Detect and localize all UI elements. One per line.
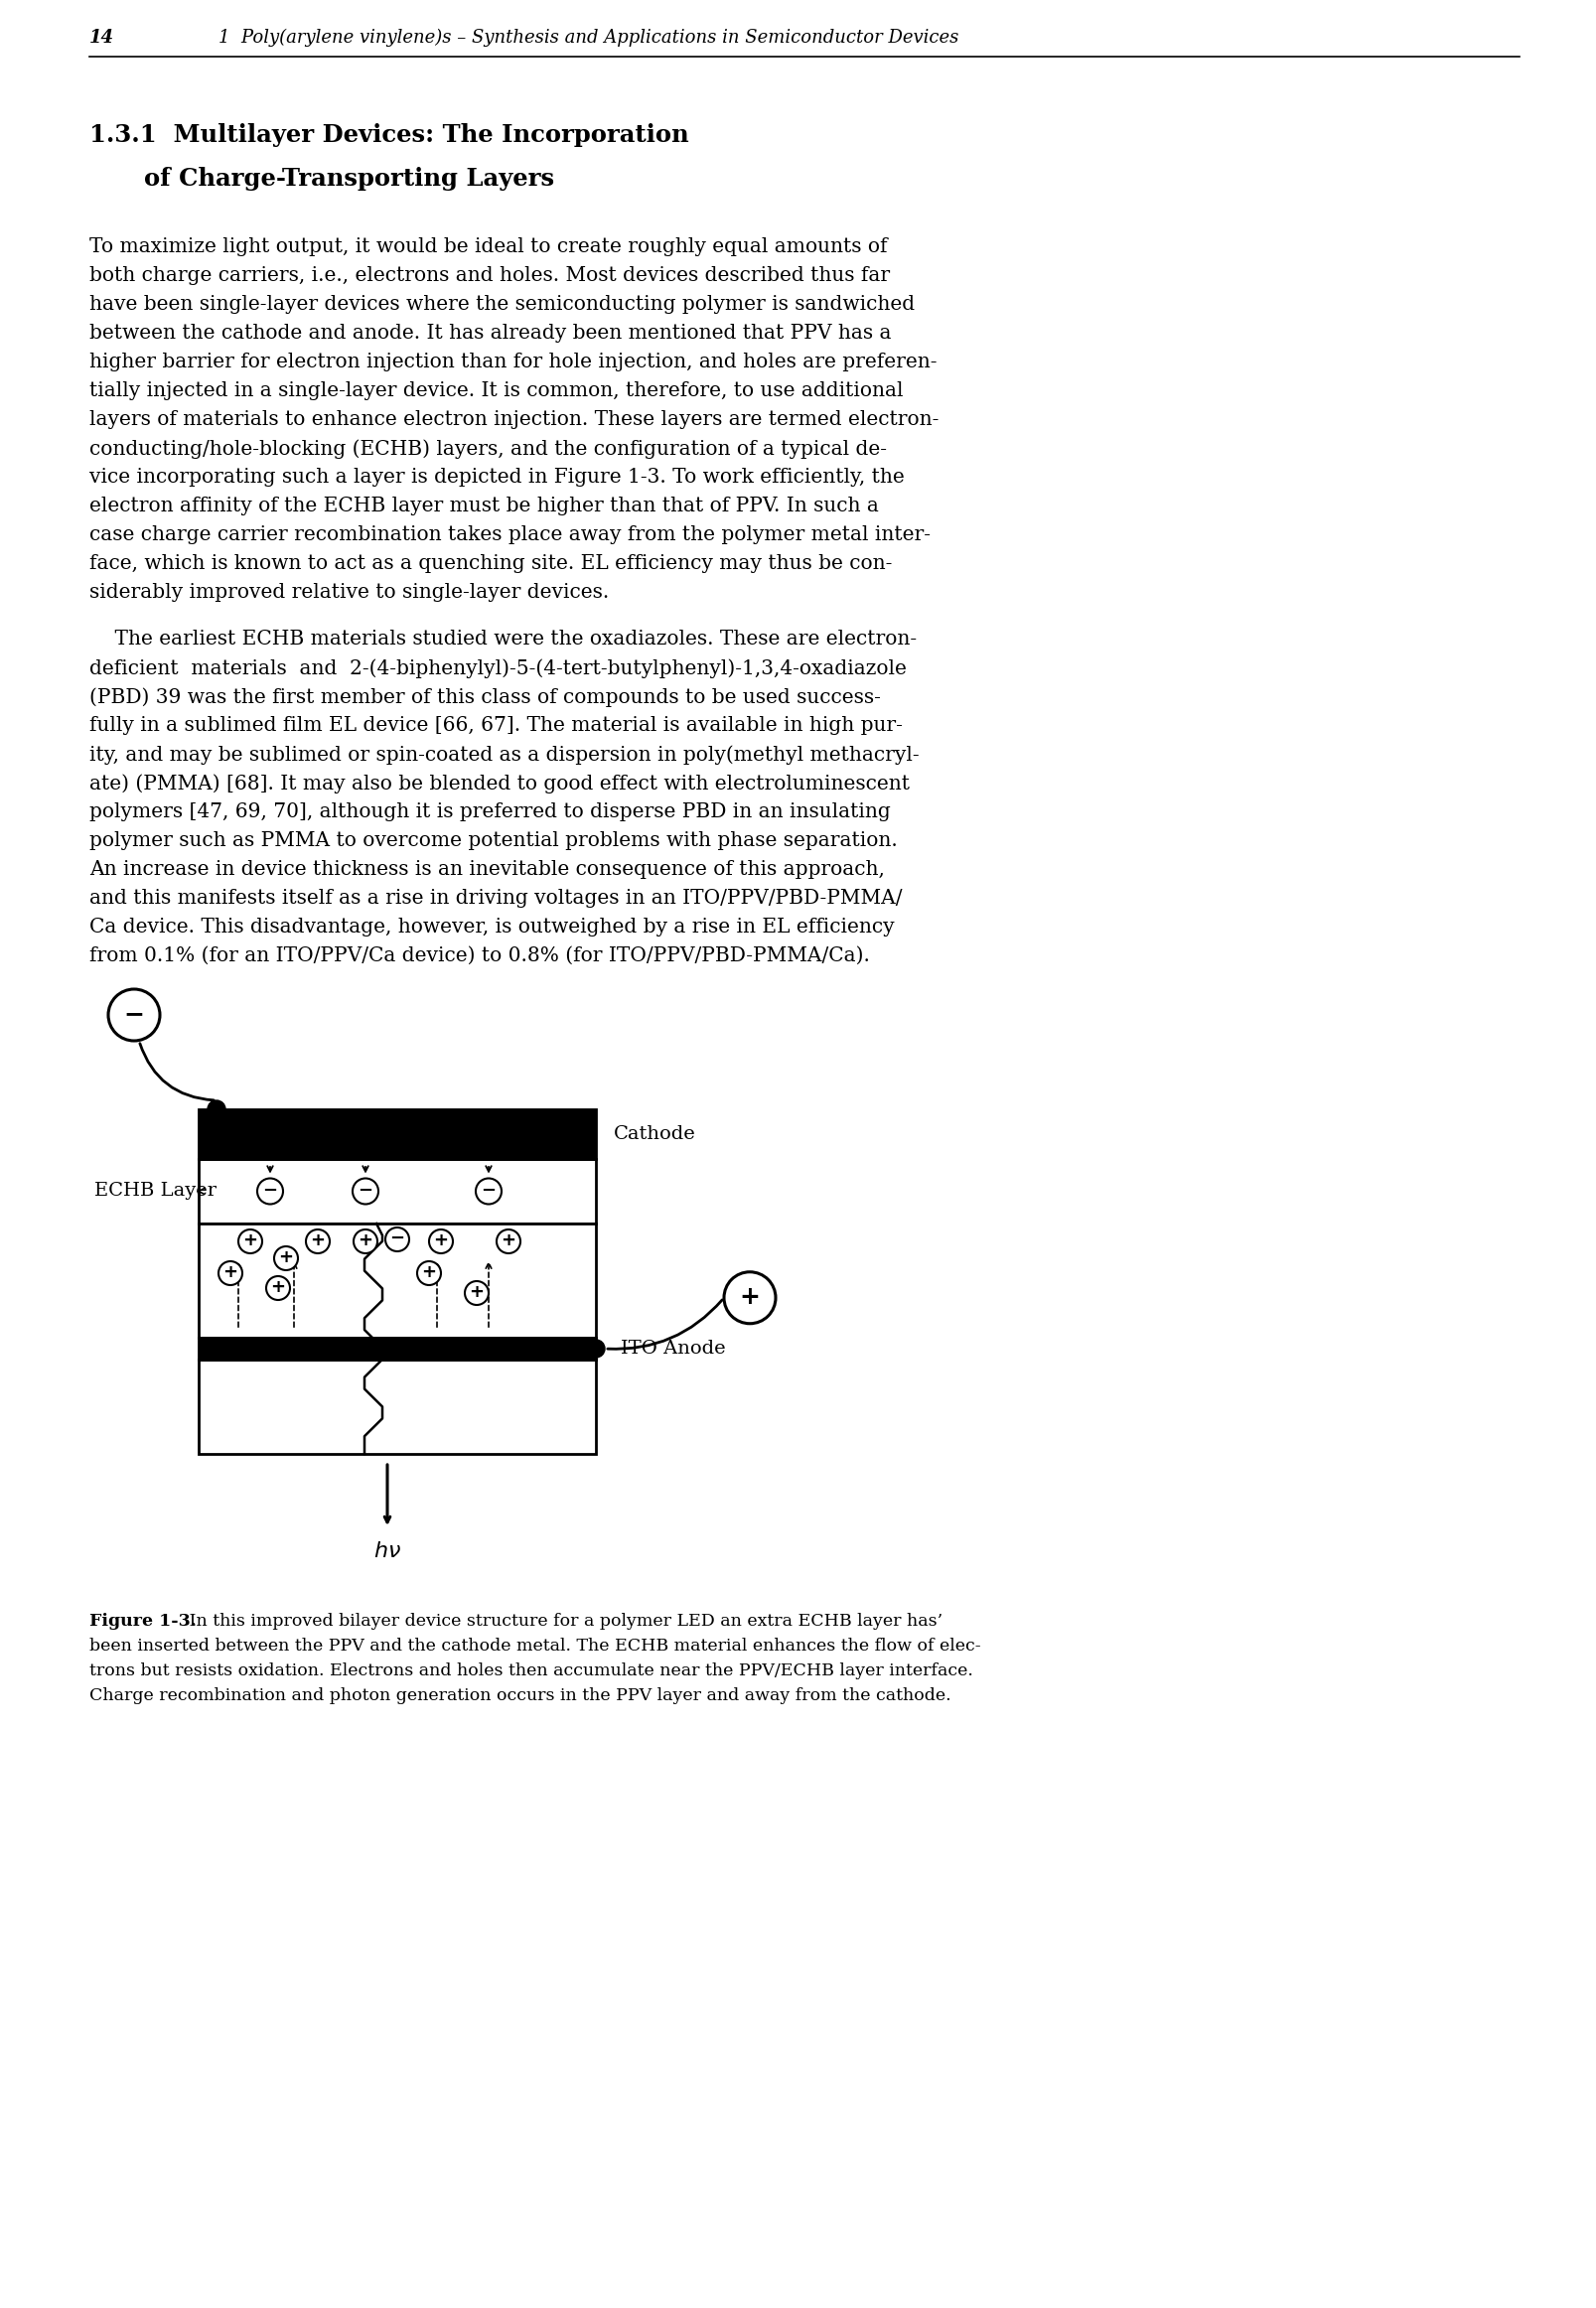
Bar [198, 1159, 595, 1223]
Text: −: − [358, 1182, 373, 1200]
Text: tially injected in a single-layer device. It is common, therefore, to use additi: tially injected in a single-layer device… [89, 381, 903, 399]
Circle shape [496, 1230, 520, 1253]
Circle shape [257, 1179, 282, 1205]
Text: ate) (PMMA) [68]. It may also be blended to good effect with electroluminescent: ate) (PMMA) [68]. It may also be blended… [89, 773, 910, 794]
Text: +: + [739, 1286, 760, 1309]
Text: +: + [223, 1262, 238, 1281]
Text: +: + [433, 1232, 448, 1249]
Circle shape [476, 1179, 501, 1205]
Text: Cathode: Cathode [613, 1126, 696, 1142]
Circle shape [464, 1281, 488, 1304]
Text: deficient  materials  and  2-(4-biphenylyl)-5-(4-tert-butylphenyl)-1,3,4-oxadiaz: deficient materials and 2-(4-biphenylyl)… [89, 658, 907, 679]
Circle shape [238, 1230, 262, 1253]
Text: (PBD) 39 was the first member of this class of compounds to be used success-: (PBD) 39 was the first member of this cl… [89, 688, 881, 706]
Circle shape [109, 990, 160, 1041]
Circle shape [723, 1272, 776, 1322]
Text: face, which is known to act as a quenching site. EL efficiency may thus be con-: face, which is known to act as a quenchi… [89, 554, 892, 572]
Circle shape [207, 1101, 225, 1119]
Text: −: − [262, 1182, 278, 1200]
Circle shape [417, 1260, 440, 1286]
Text: 14: 14 [89, 28, 115, 46]
Text: vice incorporating such a layer is depicted in Figure 1-3. To work efficiently, : vice incorporating such a layer is depic… [89, 469, 903, 487]
Text: −: − [389, 1230, 404, 1246]
Text: −: − [123, 1002, 144, 1025]
Text: trons but resists oxidation. Electrons and holes then accumulate near the PPV/EC: trons but resists oxidation. Electrons a… [89, 1662, 972, 1680]
Text: +: + [501, 1232, 516, 1249]
Text: Ca device. This disadvantage, however, is outweighed by a rise in EL efficiency: Ca device. This disadvantage, however, i… [89, 919, 894, 937]
Text: In this improved bilayer device structure for a polymer LED an extra ECHB layer : In this improved bilayer device structur… [184, 1613, 942, 1629]
Text: ITO Anode: ITO Anode [621, 1339, 725, 1357]
Text: conducting/hole-blocking (ECHB) layers, and the configuration of a typical de-: conducting/hole-blocking (ECHB) layers, … [89, 439, 886, 459]
Text: polymers [47, 69, 70], although it is preferred to disperse PBD in an insulating: polymers [47, 69, 70], although it is pr… [89, 803, 891, 822]
Text: +: + [421, 1262, 436, 1281]
Text: fully in a sublimed film EL device [66, 67]. The material is available in high p: fully in a sublimed film EL device [66, … [89, 715, 902, 734]
Circle shape [353, 1179, 378, 1205]
Circle shape [275, 1246, 298, 1269]
Text: An increase in device thickness is an inevitable consequence of this approach,: An increase in device thickness is an in… [89, 861, 884, 879]
Bar [198, 1223, 595, 1339]
Text: +: + [243, 1232, 257, 1249]
Circle shape [429, 1230, 453, 1253]
Bar [198, 1110, 595, 1159]
Text: and this manifests itself as a rise in driving voltages in an ITO/PPV/PBD-PMMA/: and this manifests itself as a rise in d… [89, 889, 902, 907]
Circle shape [587, 1339, 605, 1357]
Text: of Charge-Transporting Layers: of Charge-Transporting Layers [144, 166, 554, 192]
Circle shape [306, 1230, 329, 1253]
Text: $h\nu$: $h\nu$ [373, 1539, 401, 1563]
Circle shape [385, 1228, 409, 1251]
Text: from 0.1% (for an ITO/PPV/Ca device) to 0.8% (for ITO/PPV/PBD-PMMA/Ca).: from 0.1% (for an ITO/PPV/Ca device) to … [89, 946, 870, 965]
Bar [198, 1359, 595, 1454]
Text: +: + [310, 1232, 326, 1249]
Text: Charge recombination and photon generation occurs in the PPV layer and away from: Charge recombination and photon generati… [89, 1687, 951, 1703]
Text: between the cathode and anode. It has already been mentioned that PPV has a: between the cathode and anode. It has al… [89, 323, 891, 342]
Text: +: + [469, 1283, 484, 1302]
Text: been inserted between the PPV and the cathode metal. The ECHB material enhances : been inserted between the PPV and the ca… [89, 1639, 980, 1655]
Text: ECHB Layer: ECHB Layer [94, 1182, 217, 1200]
Text: electron affinity of the ECHB layer must be higher than that of PPV. In such a: electron affinity of the ECHB layer must… [89, 496, 878, 515]
Text: have been single-layer devices where the semiconducting polymer is sandwiched: have been single-layer devices where the… [89, 295, 915, 314]
Circle shape [353, 1230, 377, 1253]
Text: polymer such as PMMA to overcome potential problems with phase separation.: polymer such as PMMA to overcome potenti… [89, 831, 897, 849]
Circle shape [267, 1276, 290, 1299]
Circle shape [219, 1260, 243, 1286]
Text: To maximize light output, it would be ideal to create roughly equal amounts of: To maximize light output, it would be id… [89, 238, 887, 256]
Text: +: + [270, 1279, 286, 1297]
Text: higher barrier for electron injection than for hole injection, and holes are pre: higher barrier for electron injection th… [89, 353, 937, 372]
Text: 1.3.1  Multilayer Devices: The Incorporation: 1.3.1 Multilayer Devices: The Incorporat… [89, 122, 688, 148]
Text: +: + [358, 1232, 373, 1249]
Bar [198, 1339, 595, 1359]
Text: siderably improved relative to single-layer devices.: siderably improved relative to single-la… [89, 584, 608, 602]
Text: −: − [480, 1182, 496, 1200]
Text: case charge carrier recombination takes place away from the polymer metal inter-: case charge carrier recombination takes … [89, 526, 930, 545]
Text: both charge carriers, i.e., electrons and holes. Most devices described thus far: both charge carriers, i.e., electrons an… [89, 265, 889, 284]
Text: The earliest ECHB materials studied were the oxadiazoles. These are electron-: The earliest ECHB materials studied were… [89, 630, 916, 649]
Text: 1  Poly(arylene vinylene)s – Synthesis and Applications in Semiconductor Devices: 1 Poly(arylene vinylene)s – Synthesis an… [219, 28, 958, 46]
Text: +: + [278, 1249, 294, 1267]
Text: layers of materials to enhance electron injection. These layers are termed elect: layers of materials to enhance electron … [89, 411, 938, 429]
Text: ity, and may be sublimed or spin-coated as a dispersion in poly(methyl methacryl: ity, and may be sublimed or spin-coated … [89, 745, 919, 764]
Text: Figure 1-3.: Figure 1-3. [89, 1613, 196, 1629]
